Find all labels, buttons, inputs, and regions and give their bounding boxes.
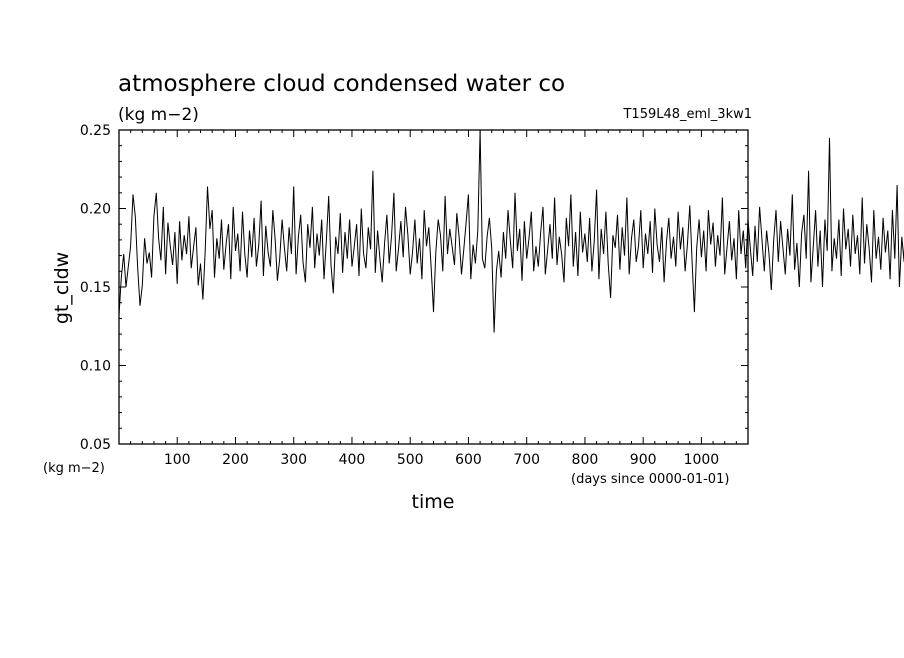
y-unit-label: (kg m−2) bbox=[43, 461, 105, 476]
y-tick-label: 0.25 bbox=[80, 123, 111, 139]
y-tick-label: 0.05 bbox=[80, 437, 111, 453]
axis-ticks bbox=[119, 129, 748, 445]
x-unit-label: (days since 0000-01-01) bbox=[571, 472, 729, 487]
x-tick-label: 100 bbox=[164, 452, 191, 468]
x-tick-label: 900 bbox=[630, 452, 657, 468]
x-tick-label: 800 bbox=[572, 452, 599, 468]
x-tick-label: 700 bbox=[513, 452, 540, 468]
plot-frame bbox=[118, 129, 749, 445]
x-tick-label: 1000 bbox=[684, 452, 720, 468]
x-tick-label: 300 bbox=[280, 452, 307, 468]
run-label: T159L48_eml_3kw1 bbox=[622, 107, 752, 122]
chart-title: atmosphere cloud condensed water co bbox=[118, 71, 565, 97]
tick-labels: 100 200 300 400 500 600 700 800 900 1000 0.05 0.10 0… bbox=[80, 123, 719, 468]
y-tick-label: 0.10 bbox=[80, 359, 111, 375]
series-line bbox=[118, 129, 904, 333]
x-tick-label: 600 bbox=[455, 452, 482, 468]
y-axis-title: gt_cldw bbox=[51, 252, 73, 324]
x-tick-label: 200 bbox=[222, 452, 249, 468]
x-axis-title: time bbox=[412, 491, 455, 513]
x-tick-label: 500 bbox=[397, 452, 424, 468]
chart-subtitle-units: (kg m−2) bbox=[118, 105, 199, 125]
y-tick-label: 0.20 bbox=[80, 202, 111, 218]
y-tick-label: 0.15 bbox=[80, 280, 111, 296]
x-tick-label: 400 bbox=[339, 452, 366, 468]
